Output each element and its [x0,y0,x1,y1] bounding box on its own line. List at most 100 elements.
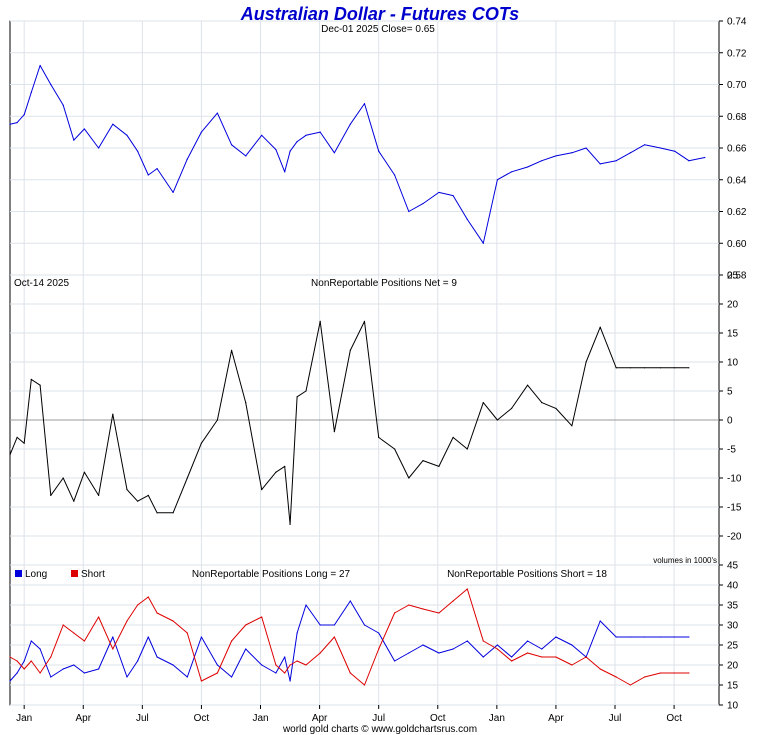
ls-series-short-line-point [126,620,128,622]
net-series-line-point [73,500,75,502]
ls-series-short-line-point [511,660,513,662]
price-series-line-point [98,147,100,149]
ls-series-long-line-point [245,648,247,650]
price-series-line-point [349,123,351,125]
price-series-line-point [147,174,149,176]
x-tick-label: Jan [252,713,268,724]
ls-series-short-line-point [674,672,676,674]
x-tick-label: Jan [16,713,32,724]
net-series-line-point [585,361,587,363]
ls-frame [9,564,720,706]
ls-series-long-line-point [296,632,298,634]
ls-series-short-line-point [363,684,366,686]
net-series-line-point [296,396,298,398]
ls-series-long-line-point [284,656,286,658]
price-series-line-point [394,174,396,176]
ls-series-long-line-point [511,656,513,658]
price-series-line-point [526,166,529,168]
price-series-line-point [284,171,286,173]
net-ytick-label: -10 [727,474,742,485]
price-ytick-label: 0.66 [727,144,747,155]
ls-series-short-line-point [349,672,351,674]
net-series-line-point [245,402,247,404]
ls-series-short-line-point [62,624,64,626]
price-series-line-point [408,210,410,213]
volume-units-note: volumes in 1000's [653,556,717,565]
net-series-line-point [541,402,543,404]
net-series-line-point [200,442,203,444]
net-ytick-label: 20 [727,300,739,311]
net-series-line-point [112,413,114,415]
long-subtitle: NonReportable Positions Long = 27 [192,569,351,580]
ls-series-long-line-point [319,624,321,626]
net-series-line-point [50,494,52,496]
long-short-panel: 10 15 20 25 30 35 40 45 Long Short NonReportable P… [9,561,739,712]
ls-series-short-line-point [73,632,75,634]
price-series-line-point [289,150,291,152]
ls-series-short-line-point [526,652,529,654]
ls-series-long-line-point [83,672,86,674]
ls-series-short-line-point [643,676,646,678]
ls-series-short-line-point [112,648,114,650]
price-series-line-point [363,102,366,105]
ls-ytick-label: 15 [727,681,739,692]
net-series-line-point [16,436,18,438]
ls-series-short-line-point [466,588,468,590]
net-series-line-point [83,471,86,473]
chart-title: Australian Dollar - Futures COTs [240,4,519,24]
ls-series-long-line-point [466,640,468,642]
ls-series-short-line-point [83,640,86,642]
net-series-line-point [137,500,139,502]
ls-series-long-line-point [482,656,484,658]
net-series-line-point [496,419,499,421]
ls-series-short-line-point [172,620,174,622]
price-series-line-point [230,144,233,146]
ls-series-long-line-point [261,664,263,666]
ls-series-long-line-point [23,660,25,662]
ls-series-short-line-point [289,664,291,666]
ls-series-long-line-point [147,636,149,638]
ls-ytick-label: 10 [727,701,739,712]
price-series-line-point [73,139,75,141]
ls-series-long-line-point [599,620,601,622]
net-series-line-point [438,465,440,467]
ls-series-long-line-point [333,624,335,626]
x-tick-label: Jan [489,713,505,724]
net-series-line-point [230,349,233,351]
price-series-line-point [496,179,499,181]
ls-series-short-line-point [39,672,41,674]
price-series-line-point [674,150,676,152]
price-series-line-point [296,141,298,143]
net-ytick-label: 10 [727,358,739,369]
price-ytick-label: 0.58 [727,271,747,282]
net-series-line-point [216,419,218,421]
ls-series-short-line-point [333,636,335,638]
ls-series-long-line-point [394,660,396,662]
ls-series-long-line-point [408,652,410,654]
ls-series-long-line-point [571,644,573,646]
net-date-label: Oct-14 2025 [14,278,69,289]
x-tick-label: Oct [430,713,446,724]
price-series-line-point [319,131,321,133]
price-ytick-label: 0.72 [727,48,747,59]
ls-series-long-line-point [555,636,557,638]
ls-series-short-line-point [496,648,499,650]
ls-series-short-line-point [629,684,631,686]
net-ytick-label: -20 [727,532,742,543]
price-series-line-point [9,123,11,125]
net-series-line-point [284,465,286,467]
price-series-line-point [83,128,86,130]
x-tick-label: Apr [312,713,328,724]
ls-series-long-line-point [496,644,499,646]
ls-series-short-line-point [319,652,321,654]
ls-series-long-line-point [688,636,690,638]
net-ytick-label: 15 [727,329,739,340]
net-series-line-point [126,489,128,491]
net-series-line-point [555,407,557,409]
x-tick-label: Jul [609,713,622,724]
ls-series-short-line-point [555,656,557,658]
price-series-line-point [643,144,646,146]
price-series-line-point [39,64,41,67]
net-ytick-label: -15 [727,503,742,514]
net-series-line-point [659,367,662,369]
